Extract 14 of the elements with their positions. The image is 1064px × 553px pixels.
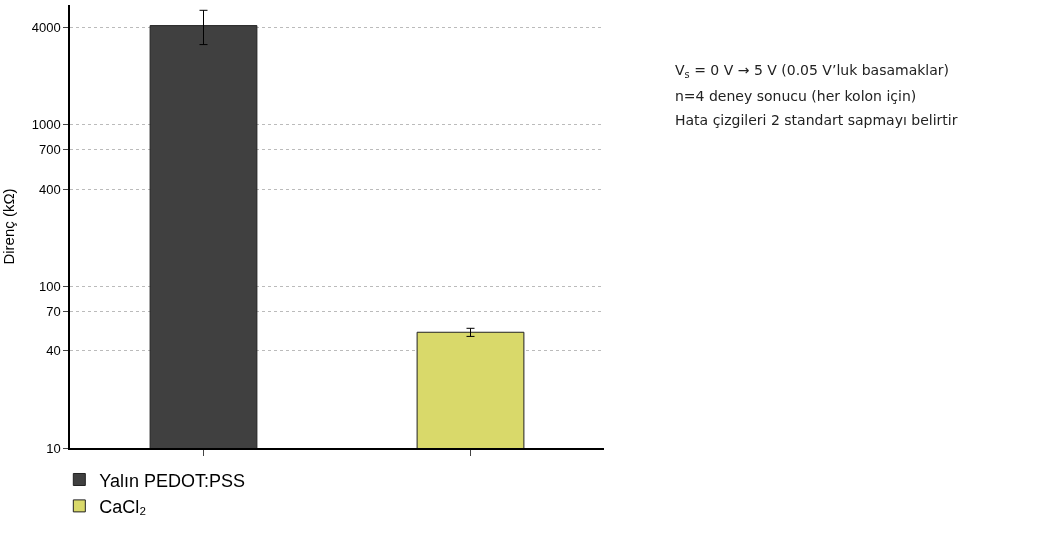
y-tick-label: 70: [46, 303, 61, 319]
y-tick-label: 40: [46, 343, 61, 359]
y-tick-label: 4000: [31, 19, 61, 35]
y-tick-label: 10: [46, 440, 61, 456]
legend-label: CaCl₂: [99, 496, 147, 517]
text: Hata çizgileri 2 standart sapmayı belirtir: [675, 112, 958, 128]
y-axis-title: Direnç (kΩ): [0, 188, 17, 265]
text: n=4 deney sonucu (her kolon için): [675, 88, 917, 104]
y-tick-label: 100: [38, 278, 61, 294]
y-tick-label: 700: [38, 142, 61, 158]
y-tick-label: 400: [38, 181, 61, 197]
text: V$_{s}$ = 0 V → 5 V (0.05 V’luk basamaklar): [675, 62, 950, 80]
legend-label: Yalın PEDOT:PSS: [99, 470, 246, 491]
y-tick-label: 1000: [31, 117, 61, 133]
